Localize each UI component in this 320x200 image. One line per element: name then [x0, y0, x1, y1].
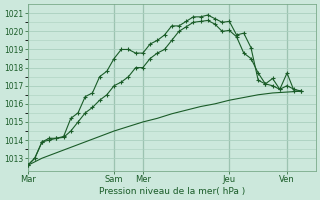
X-axis label: Pression niveau de la mer( hPa ): Pression niveau de la mer( hPa ) [99, 187, 245, 196]
